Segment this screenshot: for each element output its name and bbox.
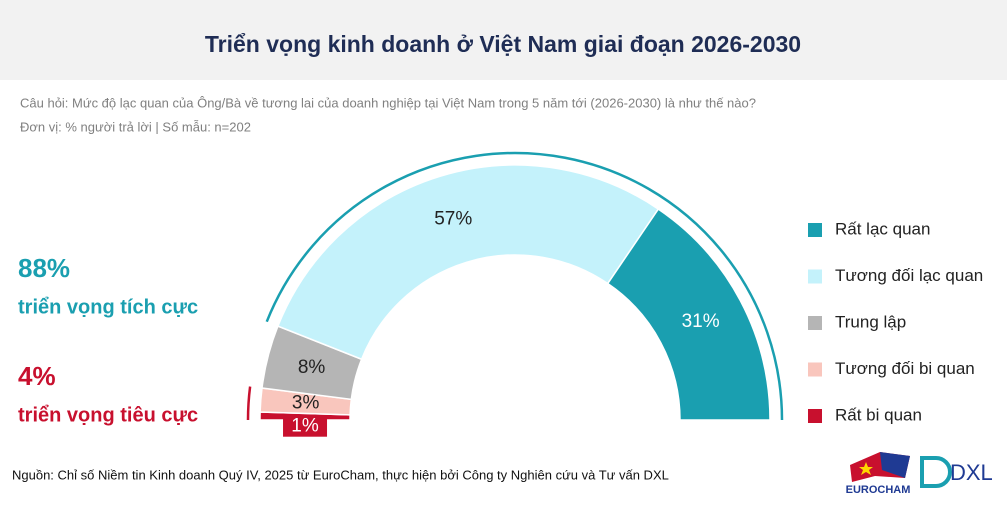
legend-label: Tương đối bi quan: [835, 359, 975, 378]
chart-title: Triển vọng kinh doanh ở Việt Nam giai đo…: [205, 31, 801, 57]
data-label: 3%: [292, 393, 320, 414]
group-arc: [265, 151, 784, 421]
slice: [276, 164, 660, 361]
annotation-value: 88%: [18, 253, 70, 283]
annotation-text: triển vọng tiêu cực: [18, 404, 198, 426]
logo-text: EUROCHAM: [846, 484, 911, 496]
title-band: [0, 0, 1007, 80]
legend-swatch: [808, 409, 822, 423]
legend-label: Rất lạc quan: [835, 219, 930, 238]
group-arc: [246, 386, 252, 421]
slice: [606, 208, 771, 421]
eurocham-logo: EUROCHAM: [846, 452, 911, 496]
logo-text: DXL: [950, 460, 993, 485]
legend-label: Rất bi quan: [835, 405, 922, 424]
data-label: 1%: [291, 416, 319, 437]
subtitle: Câu hỏi: Mức độ lạc quan của Ông/Bà về t…: [20, 95, 756, 110]
legend-label: Tương đối lạc quan: [835, 266, 983, 285]
legend-swatch: [808, 223, 822, 237]
unit-note: Đơn vị: % người trả lời | Số mẫu: n=202: [20, 119, 251, 134]
data-label: 8%: [298, 357, 326, 378]
legend-label: Trung lập: [835, 312, 906, 331]
legend-swatch: [808, 269, 822, 284]
legend-swatch: [808, 362, 822, 377]
dxl-logo: DXL: [920, 456, 993, 488]
label-box: [283, 416, 328, 437]
data-label: 57%: [434, 208, 472, 229]
source: Nguồn: Chỉ số Niềm tin Kinh doanh Quý IV…: [12, 467, 669, 482]
annotation-value: 4%: [18, 361, 56, 391]
legend-swatch: [808, 316, 822, 330]
annotation-text: triển vọng tích cực: [18, 296, 198, 318]
data-label: 31%: [682, 311, 720, 332]
